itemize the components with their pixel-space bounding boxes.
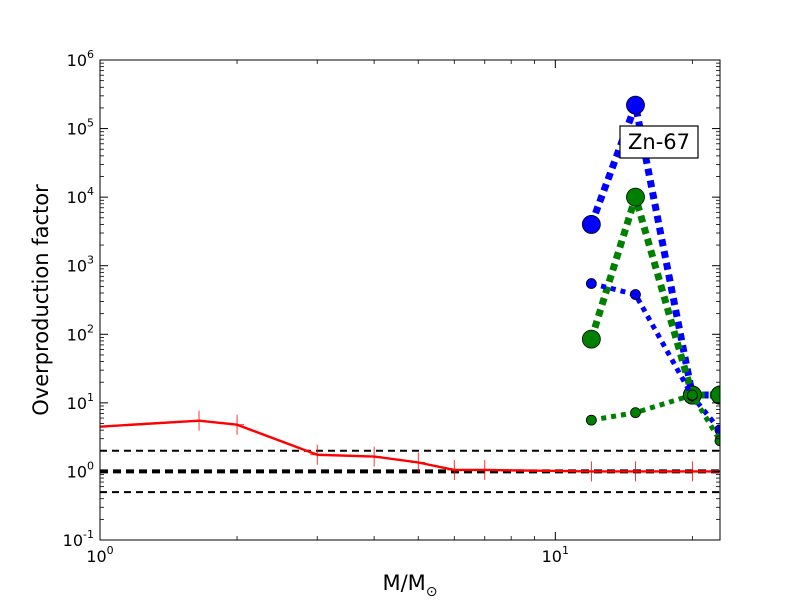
data-point xyxy=(447,459,462,480)
data-point xyxy=(630,289,641,300)
series-line xyxy=(100,419,720,473)
data-point xyxy=(626,95,645,115)
data-point xyxy=(581,215,601,234)
data-point xyxy=(630,407,641,419)
annotation-box: Zn-67 xyxy=(619,125,699,159)
series-line xyxy=(588,193,720,399)
series-line xyxy=(588,101,720,399)
data-point xyxy=(100,416,107,437)
data-point xyxy=(710,385,720,405)
x-tick-label: 100 xyxy=(86,544,113,566)
data-point xyxy=(585,414,597,426)
series-line xyxy=(590,281,720,432)
x-tick-label: 101 xyxy=(542,544,569,566)
y-axis-title: Overproduction factor xyxy=(29,184,53,416)
data-point xyxy=(628,461,643,482)
x-axis-title-subscript: ⊙ xyxy=(426,584,438,600)
data-point xyxy=(477,459,492,480)
annotation-label: Zn-67 xyxy=(628,130,690,154)
data-point xyxy=(626,187,645,207)
y-tick-label: 102 xyxy=(67,322,94,344)
data-point xyxy=(192,410,207,431)
y-tick-label: 100 xyxy=(67,459,94,481)
x-axis-title: M/M⊙ xyxy=(382,571,437,600)
y-tick-label: 105 xyxy=(67,117,94,139)
data-point xyxy=(686,389,698,401)
data-point xyxy=(714,435,720,447)
y-tick-label: 101 xyxy=(67,391,94,413)
y-tick-label: 103 xyxy=(67,254,94,276)
plot-frame xyxy=(99,59,721,541)
data-point xyxy=(581,329,601,349)
data-point xyxy=(310,444,325,465)
y-tick-label: 10-1 xyxy=(63,528,94,550)
data-point xyxy=(367,446,382,467)
series-line xyxy=(590,392,720,443)
y-tick-label: 104 xyxy=(67,185,94,207)
data-point xyxy=(584,461,599,482)
y-tick-label: 106 xyxy=(67,48,94,70)
plot-background xyxy=(100,60,720,540)
data-point xyxy=(230,414,245,435)
data-point xyxy=(685,461,700,482)
data-point xyxy=(585,278,597,289)
data-point xyxy=(411,452,426,473)
